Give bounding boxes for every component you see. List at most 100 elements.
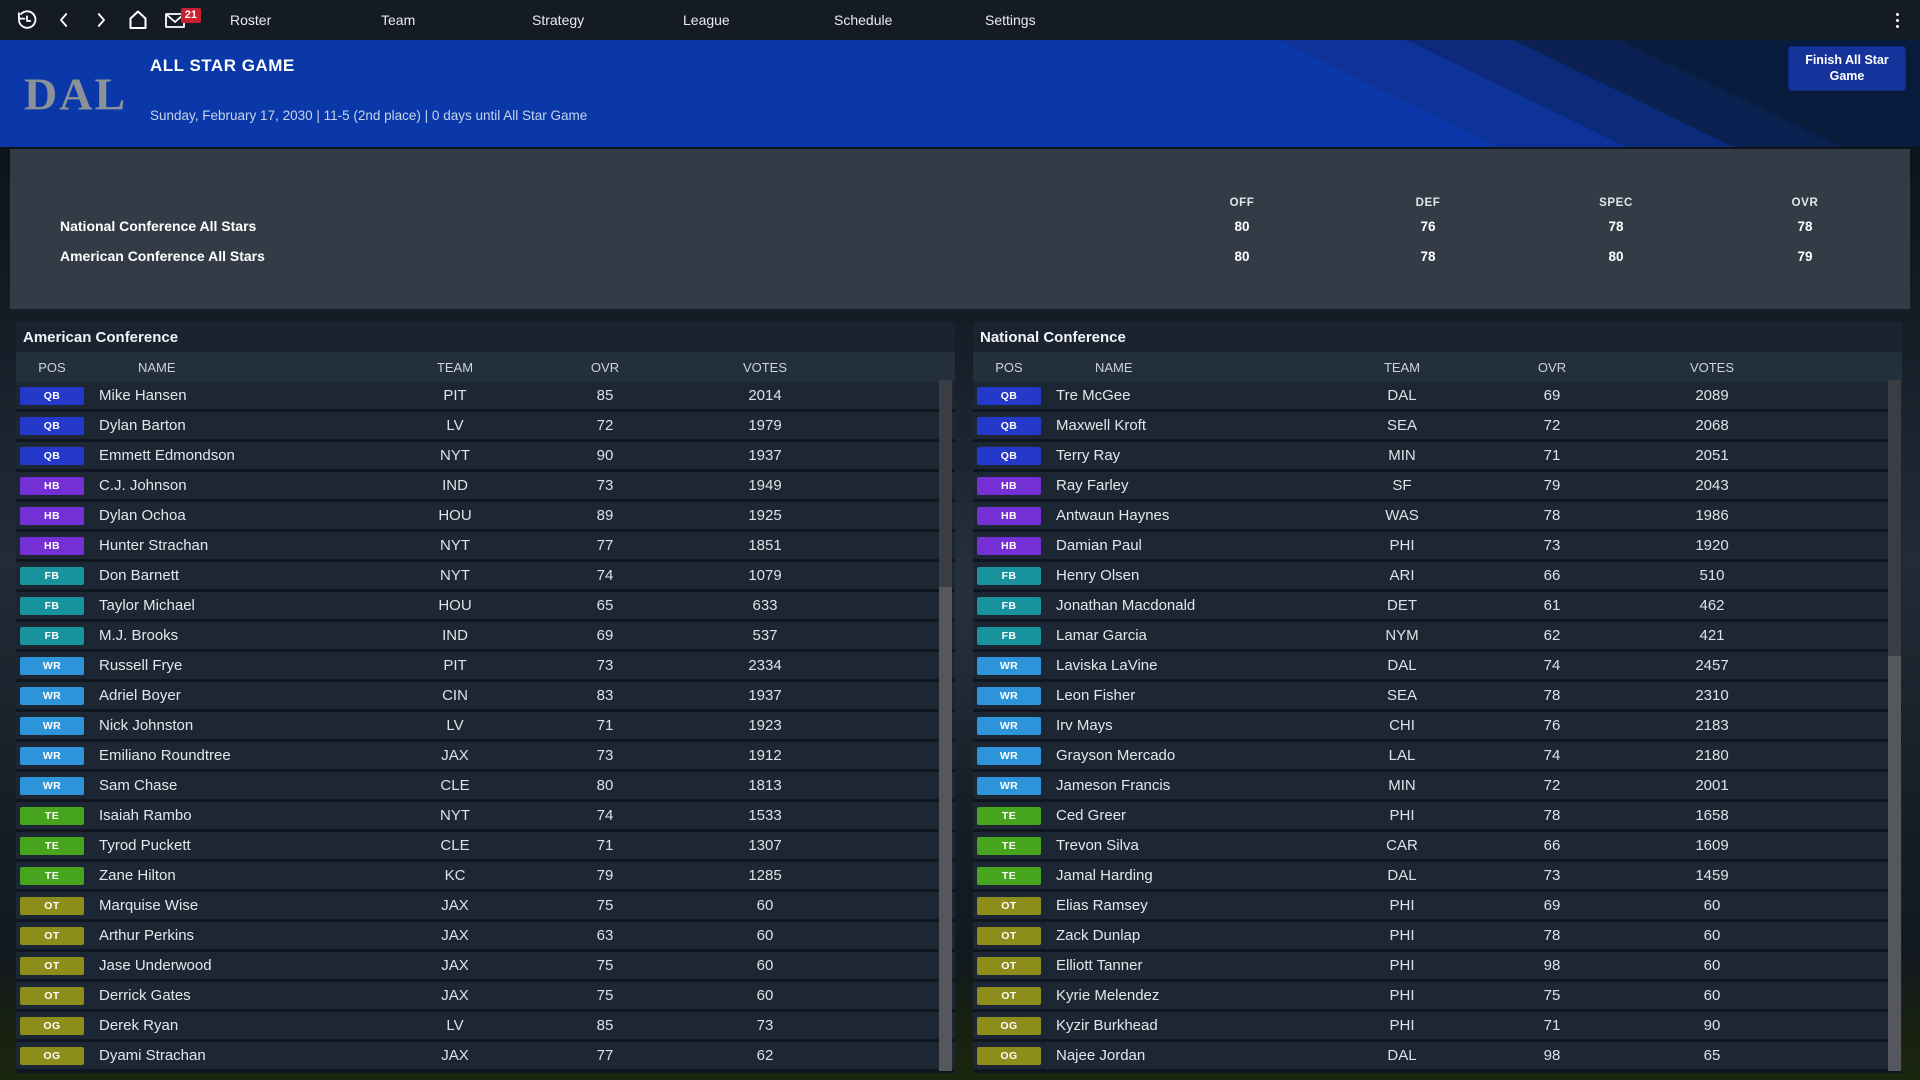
table-row[interactable]: TE Jamal Harding DAL 73 1459 [973,862,1902,889]
messages-button[interactable]: 21 [156,0,201,40]
table-row[interactable]: WR Adriel Boyer CIN 83 1937 [16,682,955,709]
player-ovr: 61 [1543,597,1561,614]
table-row[interactable]: WR Leon Fisher SEA 78 2310 [973,682,1902,709]
table-row[interactable]: QB Mike Hansen PIT 85 2014 [16,382,955,409]
team-logo: DAL [24,68,128,119]
table-row[interactable]: WR Emiliano Roundtree JAX 73 1912 [16,742,955,769]
table-row[interactable]: WR Nick Johnston LV 71 1923 [16,712,955,739]
player-team: IND [442,627,468,644]
table-row[interactable]: QB Terry Ray MIN 71 2051 [973,442,1902,469]
player-votes: 2180 [1695,747,1729,764]
table-row[interactable]: TE Ced Greer PHI 78 1658 [973,802,1902,829]
table-row[interactable]: QB Emmett Edmondson NYT 90 1937 [16,442,955,469]
position-cell: OG [16,1016,92,1035]
table-row[interactable]: WR Laviska LaVine DAL 74 2457 [973,652,1902,679]
column-header-ovr[interactable]: OVR [1537,359,1567,375]
scrollbar-thumb[interactable] [1888,380,1901,657]
nav-item-league[interactable]: League [683,12,730,28]
kebab-menu-icon [1895,18,1899,22]
nav-item-roster[interactable]: Roster [230,12,272,28]
column-header-votes[interactable]: VOTES [742,359,788,375]
column-header-team[interactable]: TEAM [436,359,474,375]
column-header-pos[interactable]: POS [995,359,1023,375]
scrollbar[interactable] [939,380,952,1071]
player-votes: 1986 [1695,507,1729,524]
table-row[interactable]: WR Jameson Francis MIN 72 2001 [973,772,1902,799]
player-votes: 1307 [748,837,782,854]
player-team: MIN [1388,447,1416,464]
nav-item-strategy[interactable]: Strategy [532,12,585,28]
table-row[interactable]: FB Lamar Garcia NYM 62 421 [973,622,1902,649]
table-row[interactable]: QB Tre McGee DAL 69 2089 [973,382,1902,409]
table-row[interactable]: OG Najee Jordan DAL 98 65 [973,1042,1902,1069]
player-team: PIT [443,387,467,404]
nav-item-settings[interactable]: Settings [985,12,1036,28]
column-header-name[interactable]: NAME [138,359,176,375]
column-header-name[interactable]: NAME [1095,359,1133,375]
scrollbar-thumb[interactable] [939,380,952,588]
table-row[interactable]: HB Damian Paul PHI 73 1920 [973,532,1902,559]
table-row[interactable]: OT Arthur Perkins JAX 63 60 [16,922,955,949]
forward-button[interactable] [82,0,119,40]
table-row[interactable]: TE Tyrod Puckett CLE 71 1307 [16,832,955,859]
position-cell: TE [973,836,1049,855]
column-header-pos[interactable]: POS [38,359,66,375]
table-row[interactable]: HB C.J. Johnson IND 73 1949 [16,472,955,499]
table-row[interactable]: OT Elias Ramsey PHI 69 60 [973,892,1902,919]
player-team: DAL [1387,1047,1417,1064]
kebab-menu-button[interactable] [1884,0,1910,40]
home-button[interactable] [119,0,156,40]
player-name: Irv Mays [1056,717,1113,734]
position-cell: WR [16,656,92,675]
column-header-ovr[interactable]: OVR [590,359,620,375]
table-row[interactable]: TE Isaiah Rambo NYT 74 1533 [16,802,955,829]
finish-all-star-game-button[interactable]: Finish All Star Game [1788,46,1906,91]
player-votes: 2457 [1695,657,1729,674]
table-row[interactable]: OT Kyrie Melendez PHI 75 60 [973,982,1902,1009]
column-header-votes[interactable]: VOTES [1689,359,1735,375]
scrollbar[interactable] [1888,380,1901,1071]
table-row[interactable]: HB Antwaun Haynes WAS 78 1986 [973,502,1902,529]
table-row[interactable]: WR Irv Mays CHI 76 2183 [973,712,1902,739]
summary-column-def: DEF [1415,197,1441,209]
table-row[interactable]: OT Zack Dunlap PHI 78 60 [973,922,1902,949]
player-votes: 421 [1699,627,1725,644]
table-row[interactable]: WR Grayson Mercado LAL 74 2180 [973,742,1902,769]
table-row[interactable]: HB Ray Farley SF 79 2043 [973,472,1902,499]
table-row[interactable]: OG Dyami Strachan JAX 77 62 [16,1042,955,1069]
position-badge: OT [977,956,1041,975]
table-row[interactable]: TE Trevon Silva CAR 66 1609 [973,832,1902,859]
player-team: HOU [438,597,472,614]
history-button[interactable] [8,0,45,40]
position-cell: HB [973,476,1049,495]
table-header-row: POS NAME TEAM OVR VOTES [16,352,955,382]
table-row[interactable]: HB Hunter Strachan NYT 77 1851 [16,532,955,559]
table-row[interactable]: FB Don Barnett NYT 74 1079 [16,562,955,589]
table-row[interactable]: OT Derrick Gates JAX 75 60 [16,982,955,1009]
table-row[interactable]: OT Marquise Wise JAX 75 60 [16,892,955,919]
table-row[interactable]: FB Taylor Michael HOU 65 633 [16,592,955,619]
player-ovr: 75 [596,957,614,974]
table-row[interactable]: OG Kyzir Burkhead PHI 71 90 [973,1012,1902,1039]
table-row[interactable]: FB Henry Olsen ARI 66 510 [973,562,1902,589]
table-row[interactable]: OT Jase Underwood JAX 75 60 [16,952,955,979]
player-votes: 60 [1703,927,1721,944]
table-row[interactable]: FB Jonathan Macdonald DET 61 462 [973,592,1902,619]
table-row[interactable]: FB M.J. Brooks IND 69 537 [16,622,955,649]
table-row[interactable]: WR Sam Chase CLE 80 1813 [16,772,955,799]
table-row[interactable]: QB Maxwell Kroft SEA 72 2068 [973,412,1902,439]
table-row[interactable]: QB Dylan Barton LV 72 1979 [16,412,955,439]
table-row[interactable]: OT Elliott Tanner PHI 98 60 [973,952,1902,979]
column-header-team[interactable]: TEAM [1383,359,1421,375]
summary-row-national: National Conference All Stars 80 76 78 7… [10,214,1910,240]
table-row[interactable]: HB Dylan Ochoa HOU 89 1925 [16,502,955,529]
nav-item-schedule[interactable]: Schedule [834,12,893,28]
back-button[interactable] [45,0,82,40]
position-cell: TE [16,866,92,885]
nav-item-team[interactable]: Team [381,12,416,28]
table-row[interactable]: OG Derek Ryan LV 85 73 [16,1012,955,1039]
table-row[interactable]: TE Zane Hilton KC 79 1285 [16,862,955,889]
position-cell: HB [973,506,1049,525]
table-row[interactable]: WR Russell Frye PIT 73 2334 [16,652,955,679]
player-ovr: 73 [596,657,614,674]
